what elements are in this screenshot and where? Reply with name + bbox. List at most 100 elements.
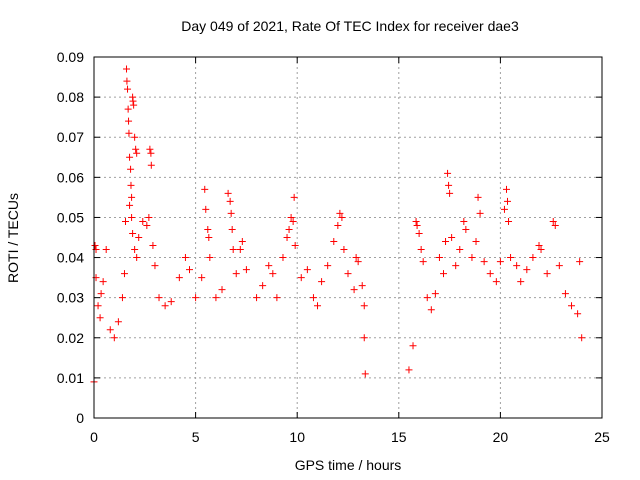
data-point [462, 225, 470, 233]
data-point [161, 302, 169, 310]
data-point [354, 258, 362, 266]
data-point [535, 242, 543, 250]
data-point [123, 65, 131, 73]
data-point [513, 262, 521, 270]
data-point [102, 246, 110, 254]
data-point [444, 169, 452, 177]
y-tick-label: 0.05 [57, 209, 84, 225]
data-point [409, 342, 417, 350]
data-point [131, 133, 139, 141]
data-point [561, 290, 569, 298]
data-point [435, 254, 443, 262]
data-point [265, 262, 273, 270]
data-point [412, 217, 420, 225]
data-point [110, 334, 118, 342]
data-point [442, 238, 450, 246]
data-point [500, 205, 508, 213]
data-point [578, 334, 586, 342]
data-points [90, 65, 586, 386]
data-point [460, 217, 468, 225]
data-point [198, 274, 206, 282]
data-point [507, 254, 515, 262]
data-point [456, 246, 464, 254]
data-point [446, 189, 454, 197]
data-point [97, 290, 105, 298]
data-point [440, 270, 448, 278]
data-point [125, 129, 133, 137]
data-point [201, 185, 209, 193]
data-point [330, 238, 338, 246]
data-point [253, 294, 261, 302]
data-point [218, 286, 226, 294]
data-point [324, 262, 332, 270]
data-point [445, 181, 453, 189]
y-tick-label: 0.07 [57, 129, 84, 145]
data-point [106, 326, 114, 334]
data-point [287, 213, 295, 221]
data-point [118, 294, 126, 302]
data-point [344, 270, 352, 278]
data-point [486, 270, 494, 278]
x-tick-label: 25 [594, 429, 610, 445]
data-point [133, 254, 141, 262]
data-point [202, 205, 210, 213]
data-point [474, 193, 482, 201]
data-point [504, 197, 512, 205]
data-point [537, 246, 545, 254]
data-point [131, 246, 139, 254]
data-point [128, 213, 136, 221]
data-point [472, 238, 480, 246]
x-tick-label: 0 [90, 429, 98, 445]
data-point [114, 318, 122, 326]
y-tick-label: 0.08 [57, 89, 84, 105]
data-point [133, 149, 141, 157]
data-point [543, 270, 551, 278]
data-point [340, 246, 348, 254]
data-point [232, 270, 240, 278]
data-point [360, 334, 368, 342]
data-point [350, 286, 358, 294]
data-point [167, 298, 175, 306]
data-point [99, 278, 107, 286]
data-point [94, 302, 102, 310]
data-point [468, 254, 476, 262]
data-point [417, 246, 425, 254]
plot-frame [93, 56, 603, 419]
data-point [529, 254, 537, 262]
data-point [135, 234, 143, 241]
data-point [129, 229, 137, 237]
data-point [126, 201, 134, 209]
data-point [132, 145, 140, 153]
y-axis-label: ROTI / TECUs [5, 193, 21, 283]
data-point [361, 370, 369, 378]
grid [94, 57, 602, 418]
data-point [238, 238, 246, 246]
y-tick-label: 0.09 [57, 49, 84, 65]
data-point [126, 153, 134, 161]
data-point [96, 314, 104, 322]
data-point [143, 221, 151, 229]
data-point [206, 254, 214, 262]
data-point [413, 221, 421, 229]
y-tick-label: 0.06 [57, 169, 84, 185]
y-tick-label: 0 [76, 410, 84, 426]
data-point [352, 254, 360, 262]
data-point [291, 242, 299, 250]
data-point [480, 258, 488, 266]
data-point [205, 234, 213, 241]
data-point [505, 217, 513, 225]
data-point [574, 310, 582, 318]
x-tick-label: 20 [493, 429, 509, 445]
data-point [147, 161, 155, 169]
x-tick-label: 5 [192, 429, 200, 445]
data-point [423, 294, 431, 302]
data-point [123, 77, 131, 85]
data-point [204, 225, 212, 233]
data-point [448, 234, 456, 241]
data-point [130, 101, 138, 109]
data-point [290, 193, 298, 201]
data-point [128, 193, 136, 201]
data-point [523, 266, 531, 274]
data-point [139, 217, 147, 225]
